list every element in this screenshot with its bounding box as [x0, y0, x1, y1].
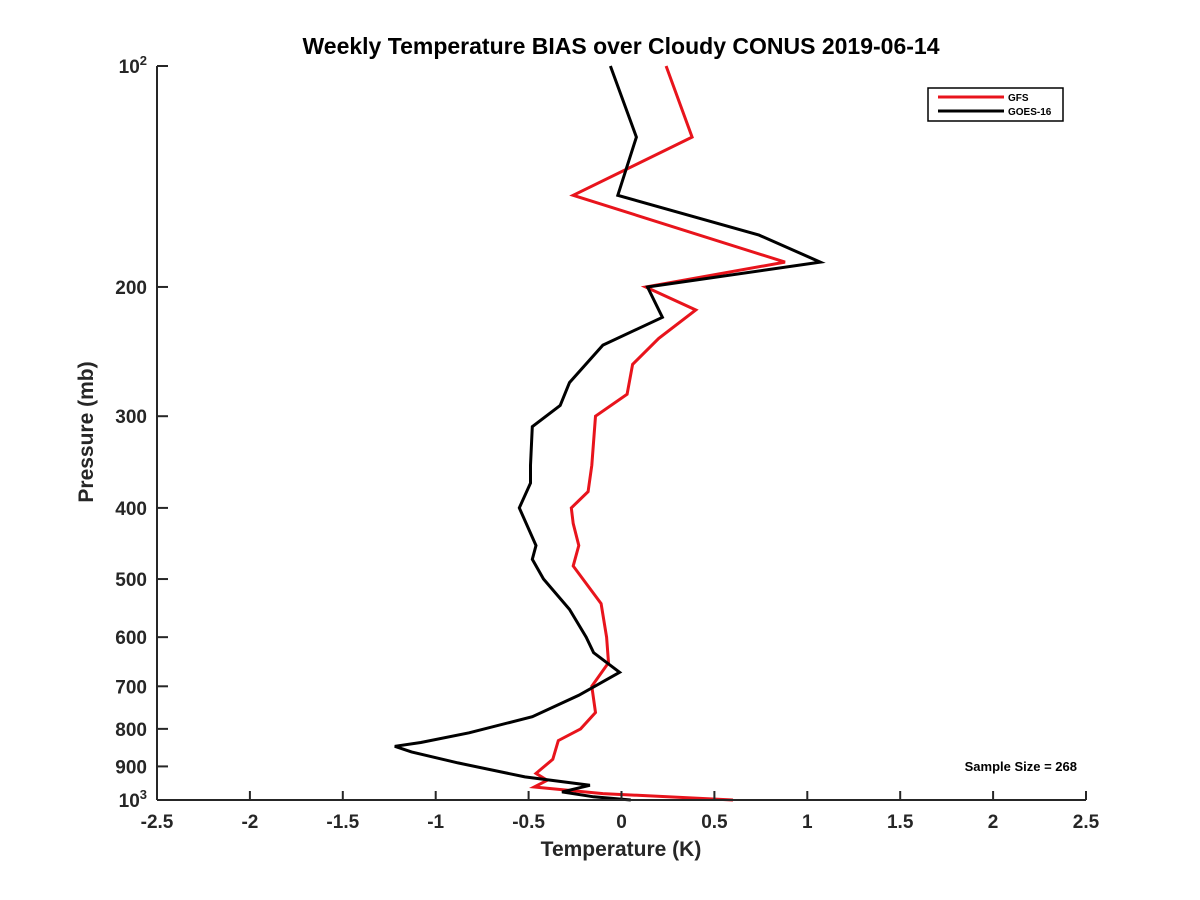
- power-base: 10: [119, 791, 140, 812]
- x-tick-label: 0.5: [701, 812, 728, 833]
- y-tick-label: 200: [115, 278, 147, 299]
- x-tick-label: 1.5: [887, 812, 914, 833]
- x-tick-label: -2: [241, 812, 258, 833]
- y-tick-label: 300: [115, 407, 147, 428]
- y-tick-label-power: 102: [119, 53, 147, 78]
- power-base: 10: [119, 57, 140, 78]
- y-tick-label: 800: [115, 720, 147, 741]
- plot-lines: [394, 65, 826, 802]
- x-axis-label: Temperature (K): [541, 838, 702, 861]
- y-tick-label: 900: [115, 757, 147, 778]
- power-exponent: 2: [140, 53, 147, 68]
- y-tick-label: 500: [115, 570, 147, 591]
- y-tick-label-power: 103: [119, 787, 147, 812]
- x-tick-label: 2: [988, 812, 999, 833]
- x-tick-label: 1: [802, 812, 813, 833]
- x-tick-label: 0: [616, 812, 627, 833]
- y-tick-label: 600: [115, 628, 147, 649]
- x-tick-label: -2.5: [141, 812, 174, 833]
- chart-title: Weekly Temperature BIAS over Cloudy CONU…: [303, 33, 940, 59]
- x-tick-label: -1.5: [326, 812, 359, 833]
- y-tick-label: 400: [115, 499, 147, 520]
- y-axis-label: Pressure (mb): [75, 361, 98, 502]
- sample-size-annotation: Sample Size = 268: [965, 759, 1077, 774]
- legend: GFS GOES-16: [927, 87, 1064, 122]
- ticks: -2.5 -2 -1.5 -1 -0.5 0 0.5 1 1.5 2 2.5 200 300 400 500…: [115, 53, 1099, 833]
- x-tick-label: 2.5: [1073, 812, 1100, 833]
- legend-label-gfs: GFS: [1008, 93, 1029, 104]
- y-tick-label: 700: [115, 677, 147, 698]
- series-line-goes-16: [394, 65, 826, 802]
- axes: [156, 66, 1086, 801]
- power-exponent: 3: [140, 787, 147, 802]
- legend-box: [927, 87, 1064, 122]
- legend-label-goes16: GOES-16: [1008, 107, 1052, 118]
- x-tick-label: -1: [427, 812, 444, 833]
- x-tick-label: -0.5: [512, 812, 545, 833]
- series-line-gfs: [528, 65, 786, 802]
